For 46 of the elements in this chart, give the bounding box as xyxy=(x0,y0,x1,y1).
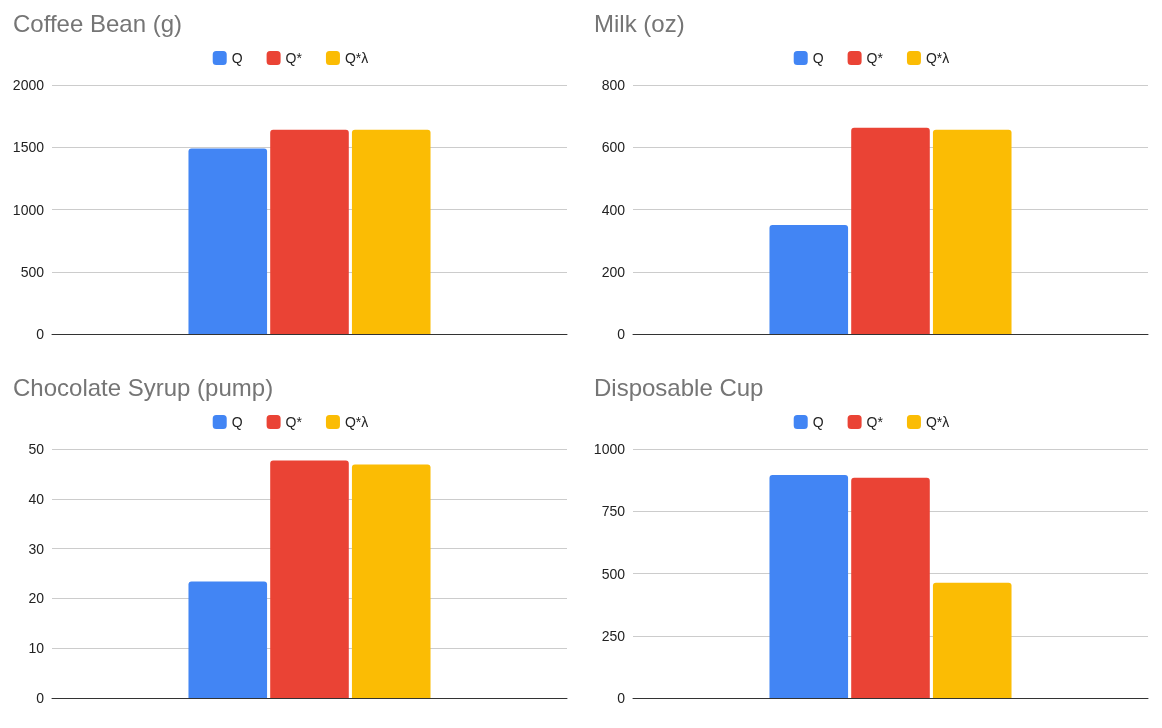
y-tick-label: 0 xyxy=(36,326,45,342)
y-tick-label: 50 xyxy=(28,441,45,457)
legend-label: Q xyxy=(812,414,824,430)
y-tick-label: 1500 xyxy=(12,139,45,156)
y-tick-label: 1000 xyxy=(12,201,45,218)
y-tick-label: 500 xyxy=(20,263,45,280)
y-tick-label: 1000 xyxy=(593,441,626,457)
bar xyxy=(932,582,1012,698)
legend-label: Q*λ xyxy=(344,414,369,430)
chart-title: Milk (oz) xyxy=(594,9,685,37)
y-tick-label: 30 xyxy=(28,540,45,557)
bar xyxy=(351,464,431,698)
y-tick-label: 40 xyxy=(28,490,45,507)
bar xyxy=(270,460,349,698)
legend-label: Q* xyxy=(285,50,303,66)
chart-title: Disposable Cup xyxy=(594,373,764,401)
y-tick-label: 0 xyxy=(617,326,626,342)
bar xyxy=(769,474,849,698)
y-tick-label: 250 xyxy=(601,627,626,644)
chart-title: Chocolate Syrup (pump) xyxy=(13,373,274,401)
legend-label: Q* xyxy=(866,50,884,66)
bar xyxy=(851,127,930,334)
y-tick-label: 0 xyxy=(36,690,45,706)
bar xyxy=(932,129,1012,334)
bar xyxy=(188,581,268,698)
y-tick-label: 10 xyxy=(28,640,45,657)
legend-label: Q*λ xyxy=(344,50,369,66)
legend-label: Q xyxy=(231,50,243,66)
y-tick-label: 20 xyxy=(28,590,45,607)
y-tick-label: 500 xyxy=(601,565,626,582)
y-tick-label: 750 xyxy=(601,503,626,520)
y-tick-label: 2000 xyxy=(12,77,45,93)
legend-label: Q* xyxy=(285,414,303,430)
bar xyxy=(769,225,849,334)
bar xyxy=(851,477,930,698)
y-tick-label: 400 xyxy=(601,201,626,218)
y-tick-label: 800 xyxy=(601,77,626,93)
y-tick-label: 0 xyxy=(617,690,626,706)
y-tick-label: 600 xyxy=(601,139,626,156)
legend-label: Q xyxy=(812,50,824,66)
legend-label: Q*λ xyxy=(925,50,950,66)
legend-label: Q*λ xyxy=(925,414,950,430)
legend-label: Q* xyxy=(866,414,884,430)
chart-title: Coffee Bean (g) xyxy=(13,9,182,37)
y-tick-label: 200 xyxy=(601,263,626,280)
legend-label: Q xyxy=(231,414,243,430)
